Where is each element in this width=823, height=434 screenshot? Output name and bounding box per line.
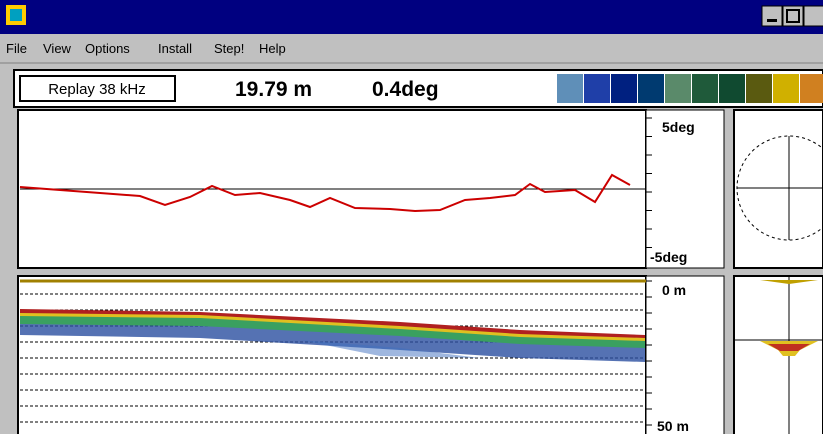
- minimize-button[interactable]: [761, 5, 783, 27]
- mode-text: Replay 38 kHz: [48, 81, 146, 98]
- app-icon-inner: [10, 9, 22, 21]
- palette-swatch: [638, 74, 664, 103]
- color-palette: [557, 74, 823, 103]
- palette-swatch: [665, 74, 691, 103]
- menu-item[interactable]: View: [43, 41, 72, 56]
- palette-swatch: [692, 74, 718, 103]
- depth-readout: 19.79 m: [235, 78, 312, 101]
- palette-swatch: [584, 74, 610, 103]
- palette-swatch: [557, 74, 583, 103]
- tilt-ticks: [646, 117, 652, 248]
- depth-ticks: [646, 280, 652, 426]
- echo-tail: [300, 340, 480, 358]
- palette-swatch: [611, 74, 637, 103]
- depth-bottom-label: 50 m: [657, 418, 689, 434]
- minimize-glyph: [767, 19, 777, 22]
- menu-item[interactable]: Help: [259, 41, 286, 56]
- profile-panel: [733, 275, 823, 434]
- palette-swatch: [800, 74, 823, 103]
- menu-item[interactable]: File: [6, 41, 27, 56]
- mode-box[interactable]: [19, 75, 176, 102]
- profile-echo-core: [768, 344, 810, 351]
- tilt-top-label: 5deg: [662, 119, 695, 135]
- palette-swatch: [746, 74, 772, 103]
- close-button[interactable]: [803, 5, 823, 27]
- maximize-glyph: [786, 9, 800, 23]
- palette-swatch: [773, 74, 799, 103]
- angle-readout: 0.4deg: [372, 78, 439, 101]
- menu-bar: File View Options Install Step! Help: [6, 41, 286, 56]
- roll-panel: [733, 109, 823, 269]
- tilt-bottom-label: -5deg: [650, 249, 687, 265]
- palette-swatch: [719, 74, 745, 103]
- tilt-trace: [19, 173, 631, 213]
- profile-surface: [760, 280, 818, 284]
- echo-yellow: [20, 310, 645, 341]
- echo-red: [20, 309, 645, 338]
- menu-item[interactable]: Step!: [214, 41, 244, 56]
- echo-scatter: [20, 318, 645, 362]
- echo-green: [20, 312, 645, 348]
- window-buttons[interactable]: [761, 5, 823, 27]
- depth-axis: [645, 275, 725, 434]
- title-bar: [0, 0, 823, 34]
- menu-item[interactable]: Options: [85, 41, 130, 56]
- menu-item[interactable]: Install: [158, 41, 192, 56]
- depth-top-label: 0 m: [662, 282, 686, 298]
